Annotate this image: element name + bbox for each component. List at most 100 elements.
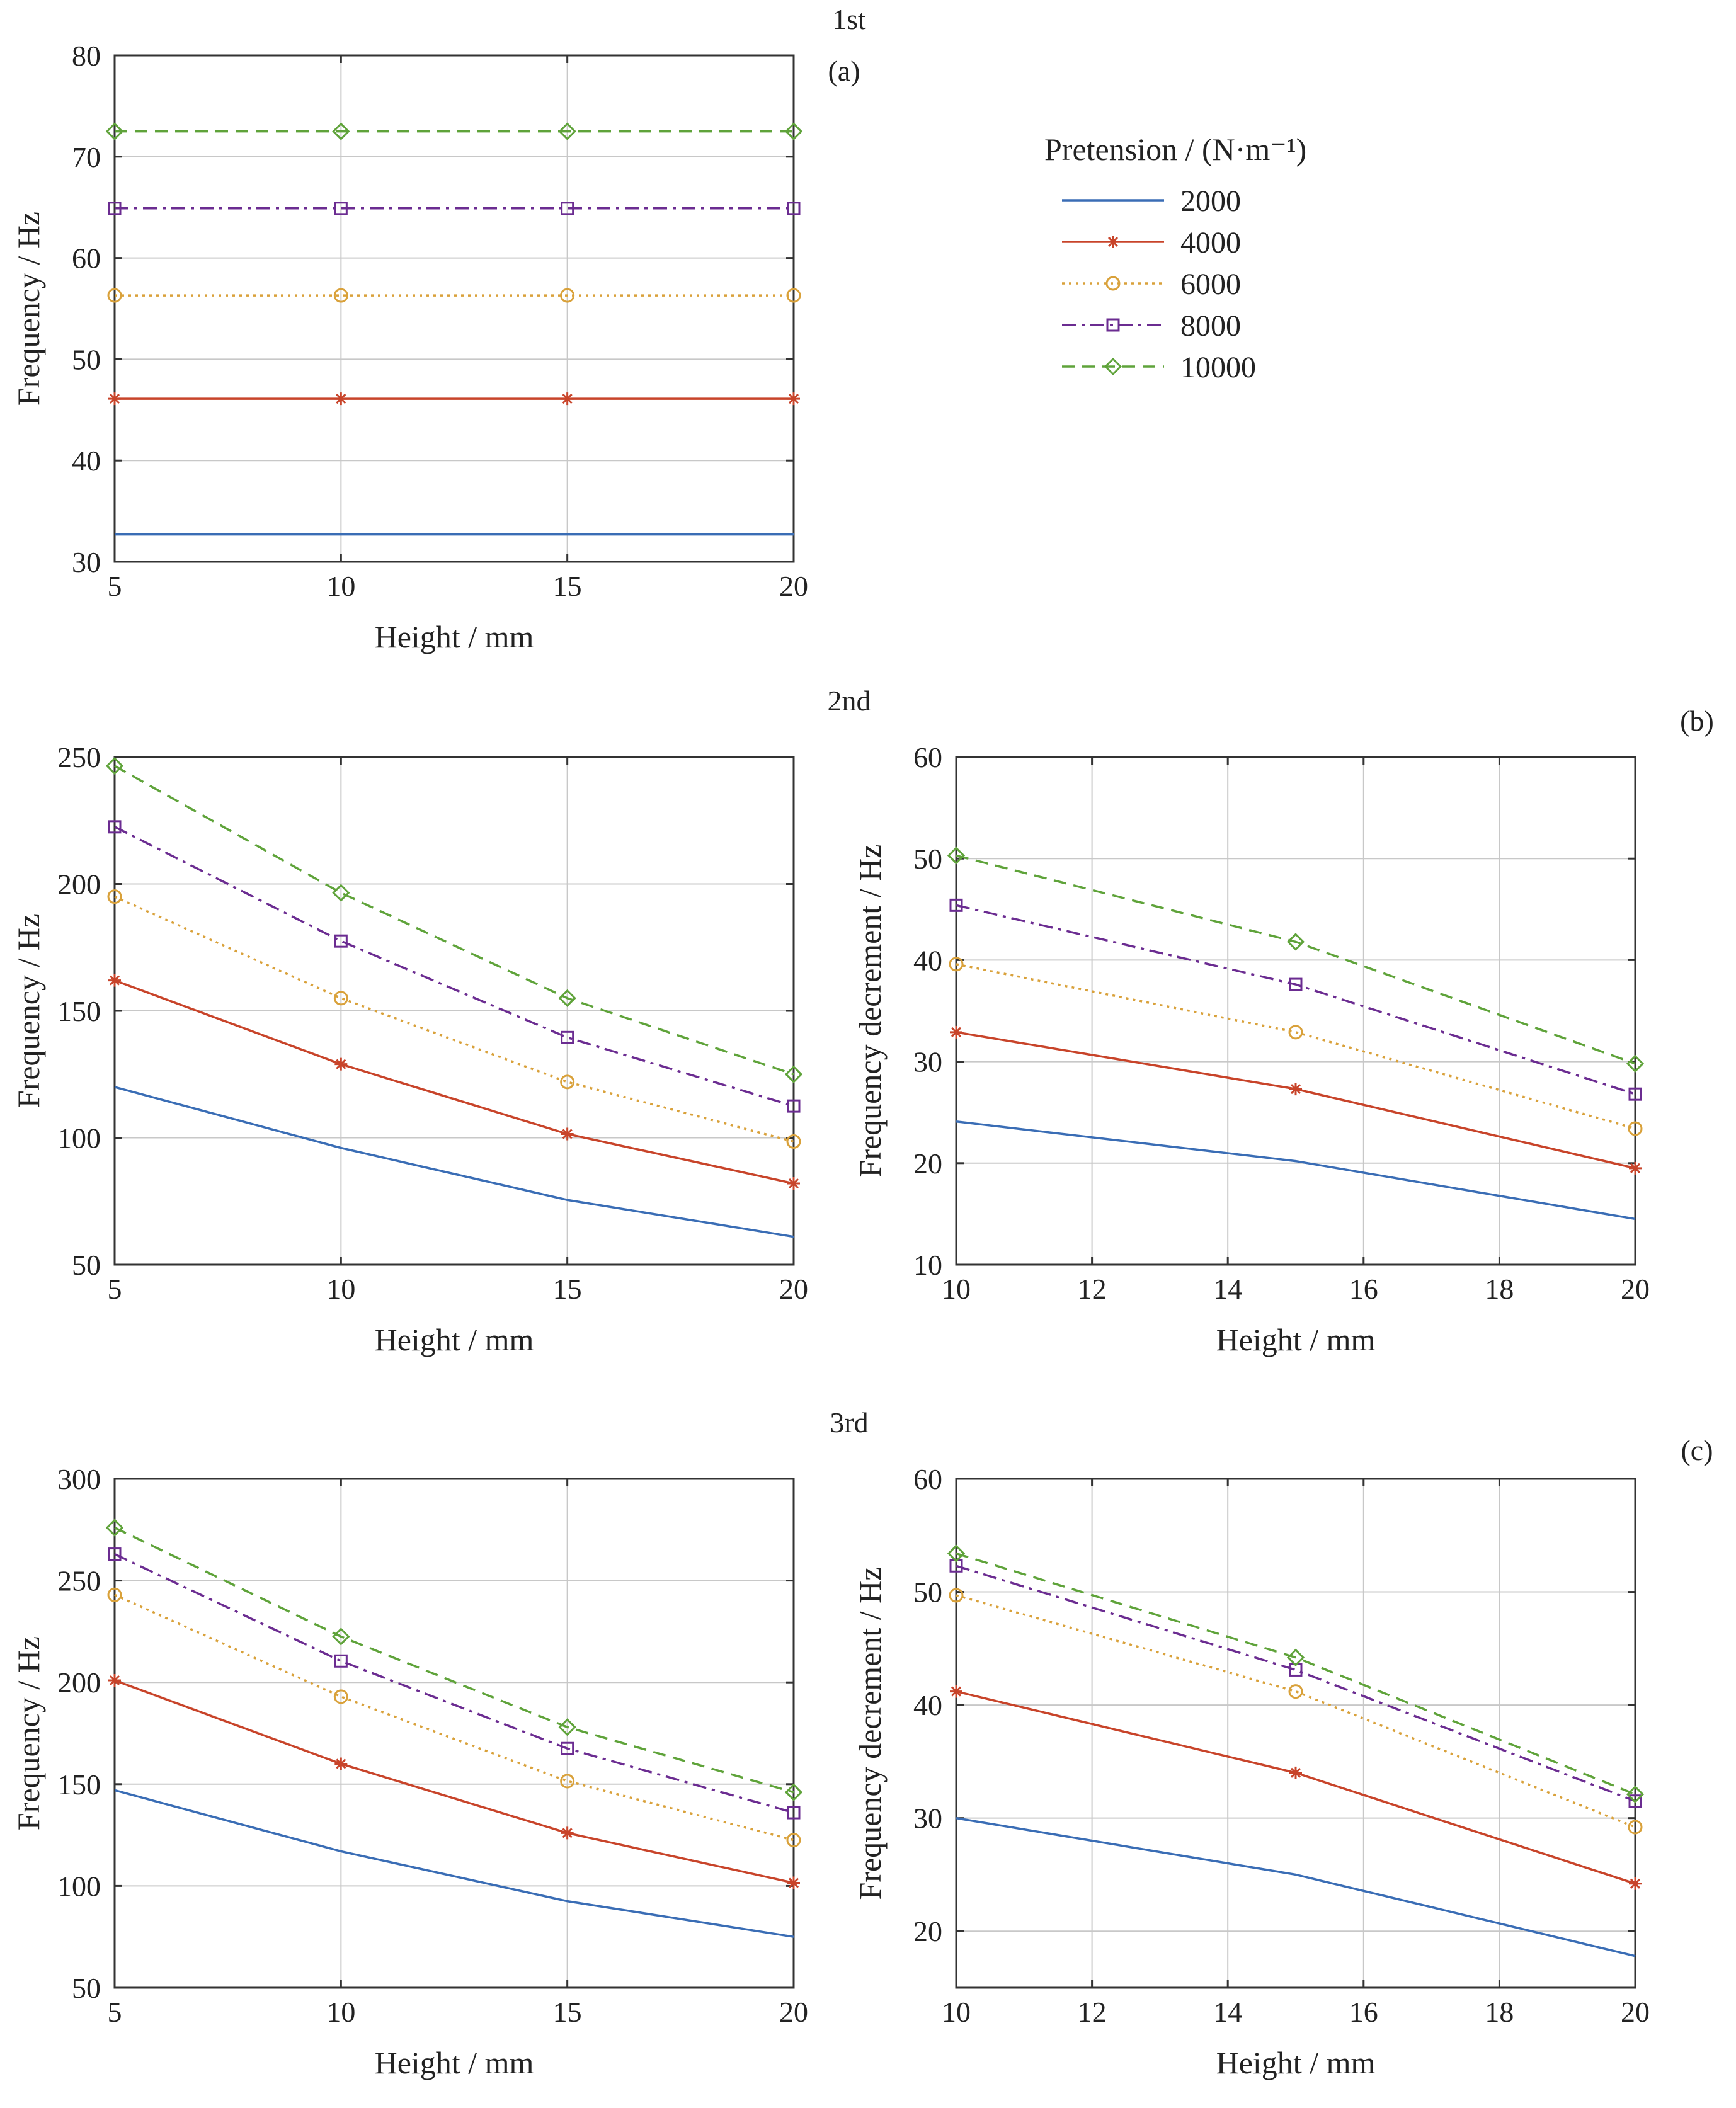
legend-item-8000: 8000 — [1062, 309, 1241, 343]
point-10000 — [784, 1065, 803, 1083]
x-tick-label: 20 — [1621, 1273, 1650, 1305]
panel-label: (a) — [828, 55, 860, 87]
point-4000 — [787, 392, 800, 406]
gridlines — [115, 757, 794, 1265]
x-tick-label: 20 — [779, 1273, 808, 1305]
series-line-6000 — [114, 1593, 794, 1842]
y-tick-label: 50 — [72, 1249, 101, 1281]
y-tick-label: 150 — [57, 1769, 101, 1801]
y-tick-label: 20 — [913, 1148, 942, 1180]
y-tick-label: 40 — [913, 944, 942, 976]
point-6000 — [786, 1134, 801, 1149]
legend-label-6000: 6000 — [1180, 268, 1241, 301]
point-6000 — [1628, 1121, 1643, 1136]
x-tick-label: 20 — [779, 570, 808, 602]
point-4000 — [787, 1177, 800, 1190]
legend-item-2000: 2000 — [1062, 185, 1241, 218]
series-line-8000 — [956, 1564, 1636, 1803]
point-10000 — [1626, 1785, 1645, 1804]
ticks: 5 10 15 20 50 100 150 200 250 300 — [57, 1463, 808, 2028]
point-10000 — [947, 846, 966, 865]
gridlines — [956, 1479, 1635, 1988]
point-10000 — [105, 756, 124, 775]
chart-a-1st-frequency: 5 10 15 20 30 40 50 60 70 80 Height / mm Frequency … — [11, 3, 866, 654]
point-4000 — [334, 392, 348, 406]
point-6000 — [107, 288, 122, 303]
series-group — [947, 846, 1645, 1221]
x-axis-label: Height / mm — [375, 619, 534, 654]
series-group — [105, 122, 803, 536]
x-tick-label: 10 — [326, 1996, 355, 2028]
series-line-8000 — [114, 826, 794, 1107]
x-tick-label: 20 — [1621, 1996, 1650, 2028]
legend-marker-4000 — [1107, 236, 1119, 248]
point-4000 — [1629, 1161, 1642, 1175]
y-tick-label: 30 — [913, 1803, 942, 1835]
x-tick-label: 15 — [553, 1273, 582, 1305]
point-8000 — [561, 1030, 574, 1044]
y-tick-label: 60 — [913, 741, 942, 773]
legend-item-4000: 4000 — [1062, 226, 1241, 259]
point-6000 — [107, 889, 122, 904]
series-line-2000 — [114, 1789, 794, 1938]
y-tick-label: 50 — [72, 343, 101, 375]
point-6000 — [786, 1833, 801, 1848]
point-10000 — [1626, 1054, 1645, 1073]
point-4000 — [334, 1757, 348, 1770]
plot-frame — [955, 756, 1636, 1266]
point-8000 — [108, 202, 122, 215]
point-8000 — [108, 1547, 122, 1561]
series-line-8000 — [956, 904, 1636, 1095]
point-4000 — [561, 392, 574, 406]
plot-frame — [113, 1478, 795, 1989]
y-axis-label: Frequency / Hz — [11, 212, 46, 406]
y-tick-label: 250 — [57, 1565, 101, 1597]
x-tick-label: 20 — [779, 1996, 808, 2028]
point-6000 — [949, 957, 964, 972]
point-8000 — [334, 202, 348, 215]
gridlines — [956, 757, 1635, 1265]
legend-label-8000: 8000 — [1180, 309, 1241, 343]
point-4000 — [334, 1057, 348, 1071]
ticks: 5 10 15 20 50 100 150 200 250 — [57, 741, 808, 1305]
point-10000 — [1286, 1648, 1305, 1666]
series-group — [105, 756, 803, 1238]
series-line-10000 — [956, 854, 1636, 1065]
point-4000 — [950, 1025, 962, 1039]
point-4000 — [108, 974, 121, 987]
y-axis-label: Frequency decrement / Hz — [852, 1567, 888, 1900]
x-tick-label: 5 — [108, 1273, 122, 1305]
point-4000 — [787, 1876, 800, 1889]
point-6000 — [560, 288, 575, 303]
point-4000 — [108, 1673, 121, 1687]
y-tick-label: 70 — [72, 141, 101, 173]
x-axis-label: Height / mm — [1216, 1322, 1376, 1357]
point-10000 — [105, 122, 124, 140]
y-tick-label: 40 — [913, 1689, 942, 1721]
ticks: 5 10 15 20 30 40 50 60 70 80 — [72, 40, 808, 602]
point-4000 — [1629, 1877, 1642, 1890]
x-tick-label: 18 — [1485, 1996, 1514, 2028]
point-10000 — [784, 1783, 803, 1801]
x-tick-label: 10 — [942, 1273, 971, 1305]
y-tick-label: 50 — [913, 1576, 942, 1609]
x-tick-label: 16 — [1349, 1996, 1378, 2028]
point-10000 — [784, 122, 803, 140]
panel-title: 2nd — [828, 685, 871, 717]
plot-frame — [955, 1478, 1636, 1989]
legend-label-4000: 4000 — [1180, 226, 1241, 259]
x-tick-label: 14 — [1213, 1273, 1242, 1305]
series-line-6000 — [114, 896, 794, 1143]
series-line-8000 — [114, 1553, 794, 1814]
legend: Pretension / (N·m⁻¹) 2000 4000 6000 8000 100… — [1044, 132, 1306, 384]
series-line-10000 — [114, 1526, 794, 1794]
point-10000 — [947, 1544, 966, 1563]
y-tick-label: 150 — [57, 995, 101, 1027]
point-4000 — [561, 1127, 574, 1141]
x-axis-label: Height / mm — [375, 2045, 534, 2080]
y-tick-label: 100 — [57, 1870, 101, 1902]
point-8000 — [561, 1741, 574, 1755]
panel-title: 3rd — [830, 1406, 868, 1439]
x-tick-label: 10 — [942, 1996, 971, 2028]
